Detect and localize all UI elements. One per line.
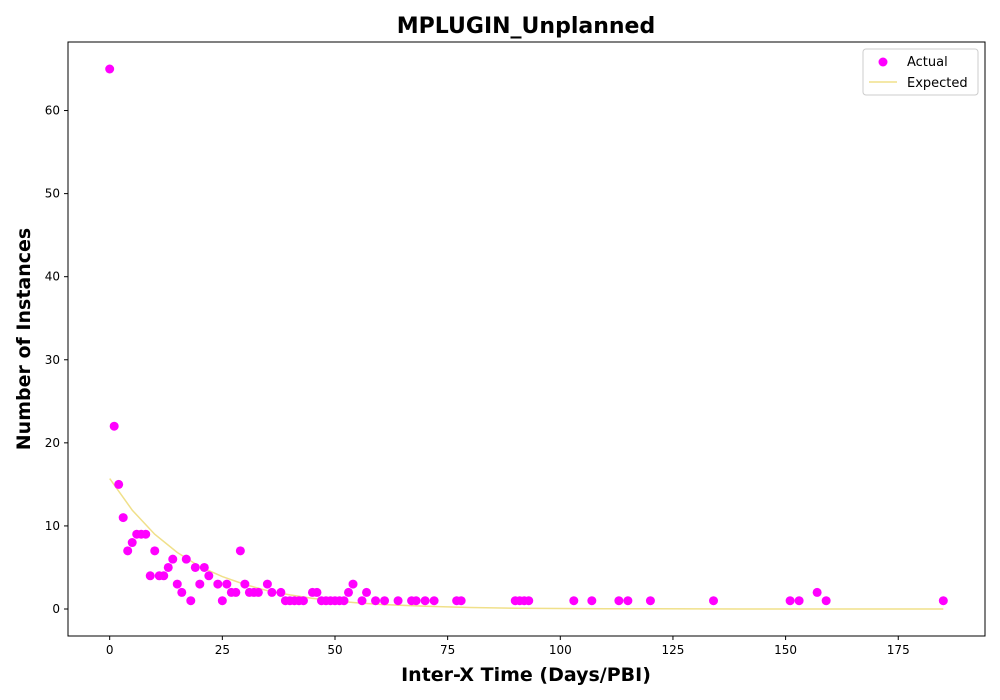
actual-data-point [150,546,160,556]
actual-data-point [145,571,155,581]
actual-data-point [569,596,579,606]
actual-data-point [159,571,169,581]
actual-data-point [190,562,200,572]
actual-data-point [344,587,354,597]
actual-data-point [163,562,173,572]
actual-data-point [213,579,223,589]
actual-data-point [186,596,196,606]
actual-data-point [177,587,187,597]
x-axis: 0 25 50 75 100 125 150 175 [106,636,910,657]
actual-data-point [222,579,232,589]
actual-data-point [231,587,241,597]
x-tick-label: 175 [887,643,910,657]
actual-data-point [123,546,133,556]
actual-data-point [114,479,124,489]
actual-data-point [456,596,466,606]
y-axis: 0 10 20 30 40 50 60 [45,104,68,616]
plot-area [67,41,986,637]
actual-data-point [217,596,227,606]
plot-frame [67,41,986,637]
actual-data-point [348,579,358,589]
actual-data-point [339,596,349,606]
actual-data-point [380,596,390,606]
y-tick-label: 40 [45,270,60,284]
y-axis-label: Number of Instances [13,228,35,450]
actual-data-point [393,596,403,606]
actual-data-point [938,596,948,606]
legend: Actual Expected [862,48,979,96]
actual-data-point [262,579,272,589]
actual-data-point [411,596,421,606]
actual-data-point [614,596,624,606]
actual-data-point [794,596,804,606]
actual-data-point [357,596,367,606]
x-tick-label: 50 [327,643,342,657]
actual-data-point [420,596,430,606]
actual-data-point [181,554,191,564]
actual-data-point [195,579,205,589]
chart-title: MPLUGIN_Unplanned [397,14,655,39]
actual-data-point [172,579,182,589]
legend-box [862,48,979,96]
y-tick-label: 50 [45,187,60,201]
actual-data-point [235,546,245,556]
actual-data-point [253,587,263,597]
x-tick-label: 25 [215,643,230,657]
actual-data-point [362,587,372,597]
actual-data-point [524,596,534,606]
actual-data-point [587,596,597,606]
legend-label-expected: Expected [907,76,968,91]
actual-data-point [623,596,633,606]
actual-data-point [141,529,151,539]
x-tick-label: 0 [106,643,114,657]
actual-data-point [168,554,178,564]
y-tick-label: 30 [45,353,60,367]
actual-data-point [312,587,322,597]
actual-data-point [298,596,308,606]
actual-data-point [105,64,115,74]
x-axis-label: Inter-X Time (Days/PBI) [401,664,651,686]
legend-marker-actual [878,57,888,67]
actual-data-point [118,513,128,523]
y-tick-label: 20 [45,436,60,450]
actual-data-point [645,596,655,606]
actual-data-point [127,538,137,548]
x-tick-label: 75 [440,643,455,657]
actual-data-point [429,596,439,606]
actual-data-point [812,587,822,597]
y-tick-label: 10 [45,519,60,533]
actual-data-point [267,587,277,597]
actual-data-point [276,587,286,597]
x-tick-label: 100 [549,643,572,657]
x-tick-label: 125 [661,643,684,657]
actual-data-point [204,571,214,581]
legend-label-actual: Actual [907,55,948,70]
actual-data-point [371,596,381,606]
actual-data-point [709,596,719,606]
actual-data-point [785,596,795,606]
actual-data-point [199,562,209,572]
y-tick-label: 0 [52,602,60,616]
y-tick-label: 60 [45,104,60,118]
actual-data-point [821,596,831,606]
x-tick-label: 150 [774,643,797,657]
actual-data-point [240,579,250,589]
actual-data-point [109,421,119,431]
